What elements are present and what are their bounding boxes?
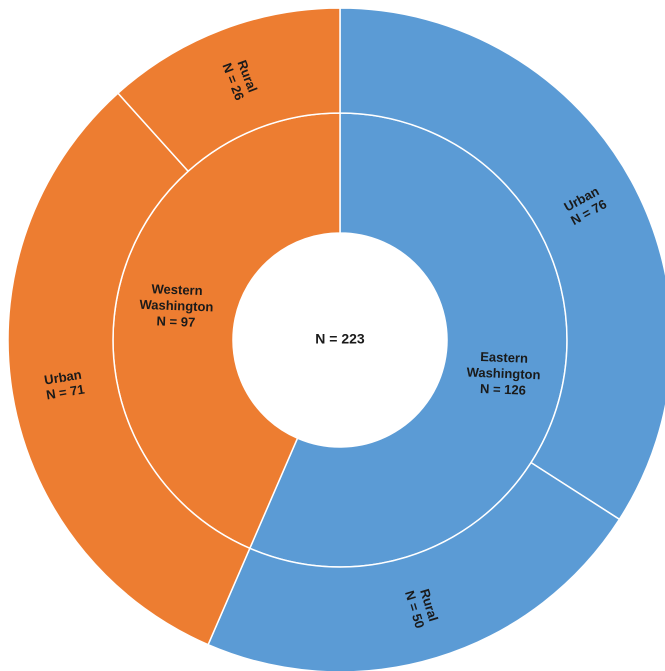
inner-label-western-washington: WesternWashingtonN = 97 (139, 281, 215, 331)
outer-label-western-washington-urban: UrbanN = 71 (43, 367, 86, 403)
center-total-label: N = 223 (315, 331, 365, 347)
outer-segment-eastern-washington-rural (207, 461, 621, 671)
inner-label-eastern-washington: EasternWashingtonN = 126 (466, 349, 542, 399)
outer-segment-western-washington-urban (7, 92, 251, 646)
outer-segment-eastern-washington-urban (339, 7, 665, 521)
outer-segment-western-washington-rural (116, 7, 341, 173)
